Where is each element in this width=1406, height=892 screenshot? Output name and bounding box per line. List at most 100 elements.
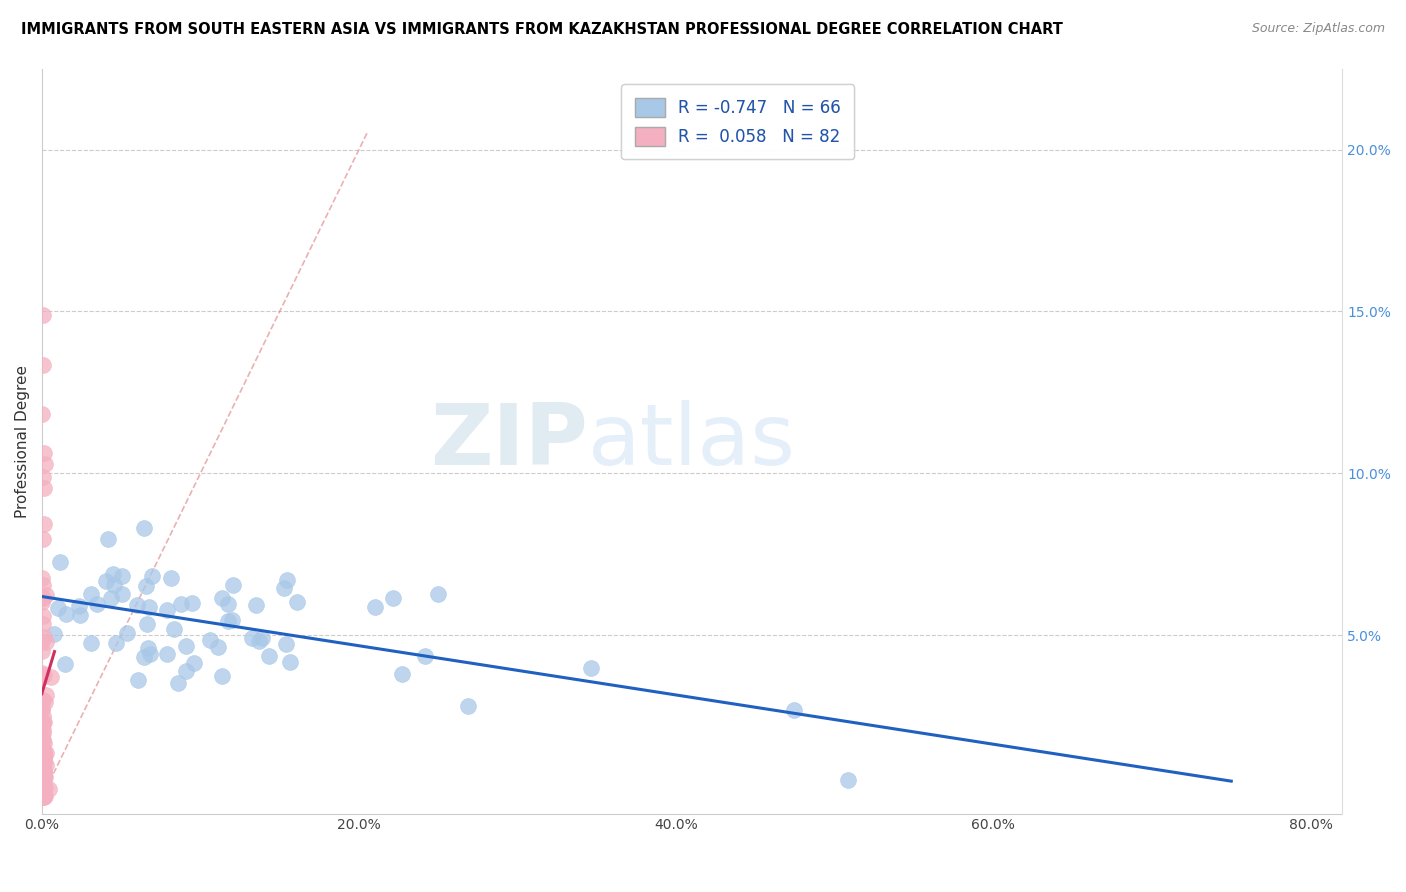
Point [211,591,233,605]
Point [80,636,103,650]
Point [32,591,55,605]
Point [32,765,55,780]
Point [34,780,56,795]
Point [217,614,239,628]
Point [166,676,188,690]
Point [31,714,53,729]
Point [198,633,221,648]
Point [31,789,53,804]
Point [31,670,53,684]
Point [31,595,53,609]
Point [34,695,56,709]
Point [276,574,298,588]
Point [32,777,55,791]
Point [46,600,69,615]
Point [155,648,177,662]
Point [783,703,806,717]
Point [364,600,387,615]
Point [53,657,76,672]
Point [160,571,183,585]
Point [837,773,859,788]
Point [32,786,55,800]
Point [278,655,301,669]
Point [31,789,53,804]
Text: IMMIGRANTS FROM SOUTH EASTERN ASIA VS IMMIGRANTS FROM KAZAKHSTAN PROFESSIONAL DE: IMMIGRANTS FROM SOUTH EASTERN ASIA VS IM… [21,22,1063,37]
Point [105,636,128,650]
Y-axis label: Professional Degree: Professional Degree [15,365,30,517]
Point [273,581,295,595]
Point [49,555,72,569]
Point [86,597,108,611]
Point [32,788,55,802]
Point [67,599,90,614]
Point [156,603,179,617]
Point [174,639,197,653]
Point [111,569,134,583]
Point [183,656,205,670]
Point [32,446,55,460]
Point [32,714,55,729]
Point [32,630,55,644]
Point [31,786,53,800]
Point [125,598,148,612]
Point [34,789,56,803]
Point [31,634,53,648]
Point [457,698,479,713]
Point [32,736,55,750]
Point [101,567,124,582]
Point [31,693,53,707]
Point [31,786,53,800]
Point [139,647,162,661]
Point [32,764,55,778]
Point [32,470,55,484]
Point [32,668,55,682]
Point [32,747,55,761]
Text: ZIP: ZIP [430,400,588,483]
Point [31,730,53,744]
Point [207,640,229,655]
Point [32,789,55,804]
Point [32,745,55,759]
Point [31,756,53,770]
Point [100,591,122,605]
Point [31,666,53,681]
Point [34,764,56,779]
Point [245,598,267,612]
Point [211,669,233,683]
Point [134,649,156,664]
Point [222,578,245,592]
Point [31,774,53,789]
Point [391,667,413,681]
Point [382,591,405,606]
Point [31,590,53,604]
Point [31,789,53,803]
Point [138,600,160,615]
Point [32,533,55,547]
Point [34,458,56,472]
Point [163,622,186,636]
Point [31,708,53,723]
Point [413,648,436,663]
Point [31,578,53,592]
Point [31,745,53,759]
Point [31,764,53,778]
Point [135,579,157,593]
Point [579,661,602,675]
Point [274,637,297,651]
Point [250,631,273,645]
Point [80,587,103,601]
Point [55,607,77,621]
Point [69,608,91,623]
Point [31,777,53,791]
Point [174,664,197,678]
Point [39,670,62,684]
Point [32,756,55,770]
Point [170,597,193,611]
Point [34,749,56,764]
Point [34,770,56,784]
Point [117,626,139,640]
Point [285,595,308,609]
Point [31,571,53,585]
Point [257,649,280,664]
Point [32,516,55,531]
